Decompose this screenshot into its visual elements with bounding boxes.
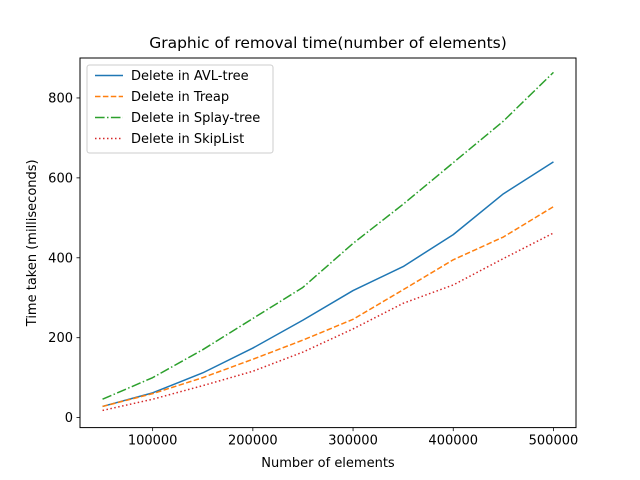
legend-label: Delete in AVL-tree [131,69,249,84]
legend-label: Delete in Treap [131,90,229,105]
x-tick-label: 500000 [529,434,579,449]
plot-lines [102,71,554,412]
x-axis: 100000 200000 300000 400000 500000 [128,427,579,449]
y-tick-label: 600 [48,171,73,186]
legend: Delete in AVL-tree Delete in Treap Delete … [86,64,274,154]
x-axis-label: Number of elements [261,456,395,471]
x-tick-label: 400000 [428,434,478,449]
y-axis-label: Time taken (milliseconds) [25,159,40,327]
x-tick-label: 100000 [128,434,178,449]
series-line-3 [102,232,554,412]
series-line-1 [102,205,554,408]
series-line-0 [102,161,554,408]
y-tick-label: 400 [48,251,73,266]
legend-label: Delete in Splay-tree [131,111,260,126]
plot-frame [79,57,577,429]
legend-label: Delete in SkipList [131,132,244,147]
y-tick-label: 0 [65,411,73,426]
x-tick-label: 200000 [228,434,278,449]
y-tick-label: 800 [48,91,73,106]
x-tick-label: 300000 [328,434,378,449]
chart-title: Graphic of removal time(number of elemen… [149,34,507,52]
y-axis: 0 200 400 600 800 [48,91,80,426]
y-tick-label: 200 [48,331,73,346]
legend-box [86,64,274,154]
series-line-2 [102,71,554,400]
